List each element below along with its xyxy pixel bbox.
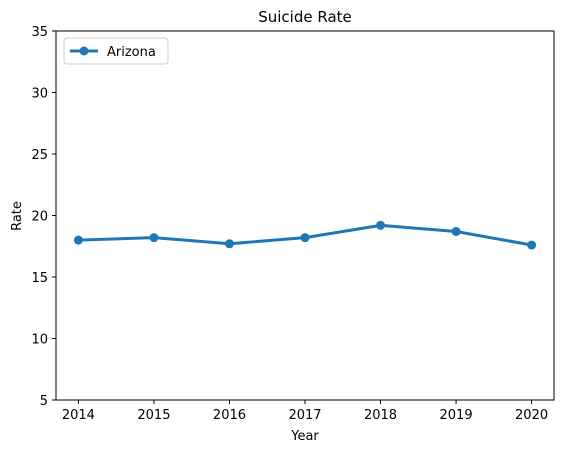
y-tick-label: 15 [31,271,48,286]
data-point [73,235,83,245]
x-tick-label: 2016 [213,408,246,423]
y-tick-label: 5 [40,394,48,409]
x-tick-label: 2014 [62,408,95,423]
x-tick-label: 2017 [288,408,321,423]
legend-swatch-marker [79,46,89,56]
y-tick-label: 30 [31,87,48,102]
y-axis-label: Rate [10,201,25,231]
legend-box [63,37,169,65]
y-axis: 5 10 15 20 25 30 35 [31,25,56,409]
x-axis-label: Year [290,429,319,444]
chart-title: Suicide Rate [258,8,352,26]
y-tick-label: 10 [31,333,48,348]
data-point [300,233,310,243]
x-tick-label: 2015 [137,408,170,423]
x-tick-label: 2018 [364,408,397,423]
x-axis: 2014 2015 2016 2017 2018 2019 2020 [62,400,548,423]
axes-frame [55,30,555,401]
x-tick-label: 2019 [440,408,473,423]
y-tick-label: 35 [31,25,48,40]
y-tick-label: 20 [31,210,48,225]
series-layer [73,220,537,250]
data-point [149,233,159,243]
plot-area: 2014 2015 2016 2017 2018 2019 2020 5 10 15 20 25 30… [31,25,555,423]
data-point [224,239,234,249]
data-point [451,226,461,236]
x-tick-label: 2020 [515,408,548,423]
legend: Arizona [63,37,169,65]
data-point [527,240,537,250]
data-point [376,220,386,230]
y-tick-label: 25 [31,148,48,163]
legend-label: Arizona [107,45,156,60]
